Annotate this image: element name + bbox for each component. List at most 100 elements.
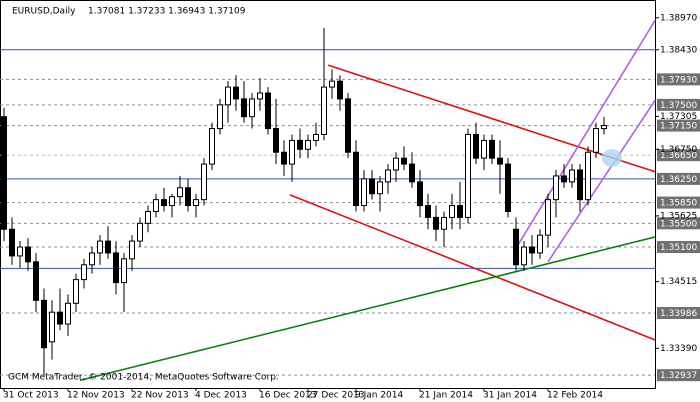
candle-body (537, 234, 543, 254)
x-tick-label: 9 Jan 2014 (355, 391, 403, 401)
candle-body (425, 205, 431, 218)
candle-body (137, 222, 143, 242)
candle-body (377, 181, 383, 195)
x-tick-label: 31 Jan 2014 (483, 391, 537, 401)
trend-line (327, 64, 656, 173)
x-tick-label: 31 Oct 2013 (3, 391, 59, 401)
candle-body (305, 139, 311, 150)
trend-line (79, 236, 656, 382)
candle-body (41, 299, 47, 349)
candle-body (265, 92, 271, 130)
y-tick-label: 1.33390 (660, 344, 697, 354)
y-tick-label: 1.38970 (660, 13, 697, 23)
price-tag (657, 369, 700, 382)
candle-body (545, 199, 551, 236)
price-tag (657, 73, 700, 86)
candle-body (113, 252, 119, 284)
candle-body (57, 311, 63, 325)
y-tick-label: 1.38430 (660, 45, 697, 55)
price-tag (657, 196, 700, 209)
candle-body (337, 80, 343, 100)
candle-body (409, 163, 415, 183)
y-tick-label: 1.35625 (660, 211, 697, 221)
price-tag (657, 307, 700, 320)
price-tag-label: 1.32937 (660, 371, 697, 381)
x-tick-label: 12 Nov 2013 (67, 391, 125, 401)
candle-body (249, 98, 255, 118)
candle-body (601, 125, 607, 130)
candle-body (185, 187, 191, 207)
candle-body (569, 169, 575, 183)
price-tag-label: 1.36650 (660, 151, 697, 161)
candle-body (441, 216, 447, 230)
candle-body (353, 151, 359, 207)
candle-body (505, 163, 511, 212)
candle-body (169, 196, 175, 207)
x-tick-label: 27 Dec 2013 (307, 391, 365, 401)
candle-body (65, 302, 71, 325)
candle-body (321, 86, 327, 135)
candle-body (17, 246, 23, 257)
candle-body (81, 264, 87, 281)
candle-body (369, 178, 375, 195)
trend-line (547, 99, 656, 263)
candle-body (33, 261, 39, 301)
candle-body (417, 181, 423, 207)
candle-body (481, 139, 487, 159)
price-tag (657, 241, 700, 254)
candle-body (313, 133, 319, 141)
price-tag-label: 1.37150 (660, 122, 697, 132)
plot-layer (0, 19, 656, 382)
price-tag-label: 1.37930 (660, 75, 697, 85)
candle-body (577, 169, 583, 201)
candle-body (585, 151, 591, 201)
candle-body (1, 116, 7, 230)
candle-body (241, 98, 247, 118)
x-tick-label: 21 Jan 2014 (419, 391, 473, 401)
x-tick-label: 22 Nov 2013 (131, 391, 189, 401)
candle-body (449, 205, 455, 218)
candle-body (177, 187, 183, 198)
price-tag (657, 217, 700, 230)
candle-body (289, 139, 295, 165)
candle-body (201, 163, 207, 201)
candle-body (329, 80, 335, 88)
trend-line (515, 19, 656, 249)
candle-body (529, 246, 535, 254)
price-tag (657, 98, 700, 111)
price-tag-label: 1.33986 (660, 309, 697, 319)
candle-body (497, 157, 503, 165)
candle-body (153, 199, 159, 212)
candle-body (393, 157, 399, 171)
watermark: GCM MetaTrader, © 2001-2014, MetaQuotes … (8, 373, 279, 383)
candle-body (161, 199, 167, 207)
candle-body (465, 133, 471, 218)
price-tag-label: 1.36250 (660, 175, 697, 185)
candle-body (273, 128, 279, 153)
candle-body (145, 210, 151, 224)
candle-body (25, 246, 31, 263)
price-tag-label: 1.35100 (660, 243, 697, 253)
x-tick-label: 4 Dec 2013 (195, 391, 247, 401)
candle-body (217, 104, 223, 130)
y-tick-label: 1.37305 (660, 112, 697, 122)
candle-body (473, 133, 479, 159)
candle-body (361, 178, 367, 207)
chart-title: EURUSD,Daily (12, 7, 76, 17)
candle-body (225, 86, 231, 106)
candle-body (489, 139, 495, 159)
candle-body (9, 228, 15, 257)
trend-line (289, 194, 656, 341)
candle-body (209, 128, 215, 165)
x-tick-label: 12 Feb 2014 (547, 391, 603, 401)
candle-body (89, 252, 95, 266)
price-tag-label: 1.37500 (660, 101, 697, 111)
candle-body (49, 311, 55, 343)
candle-body (297, 139, 303, 150)
candle-body (233, 86, 239, 100)
price-tag (657, 172, 700, 185)
candle-body (281, 151, 287, 165)
candle-body (121, 258, 127, 284)
candle-body (385, 169, 391, 183)
